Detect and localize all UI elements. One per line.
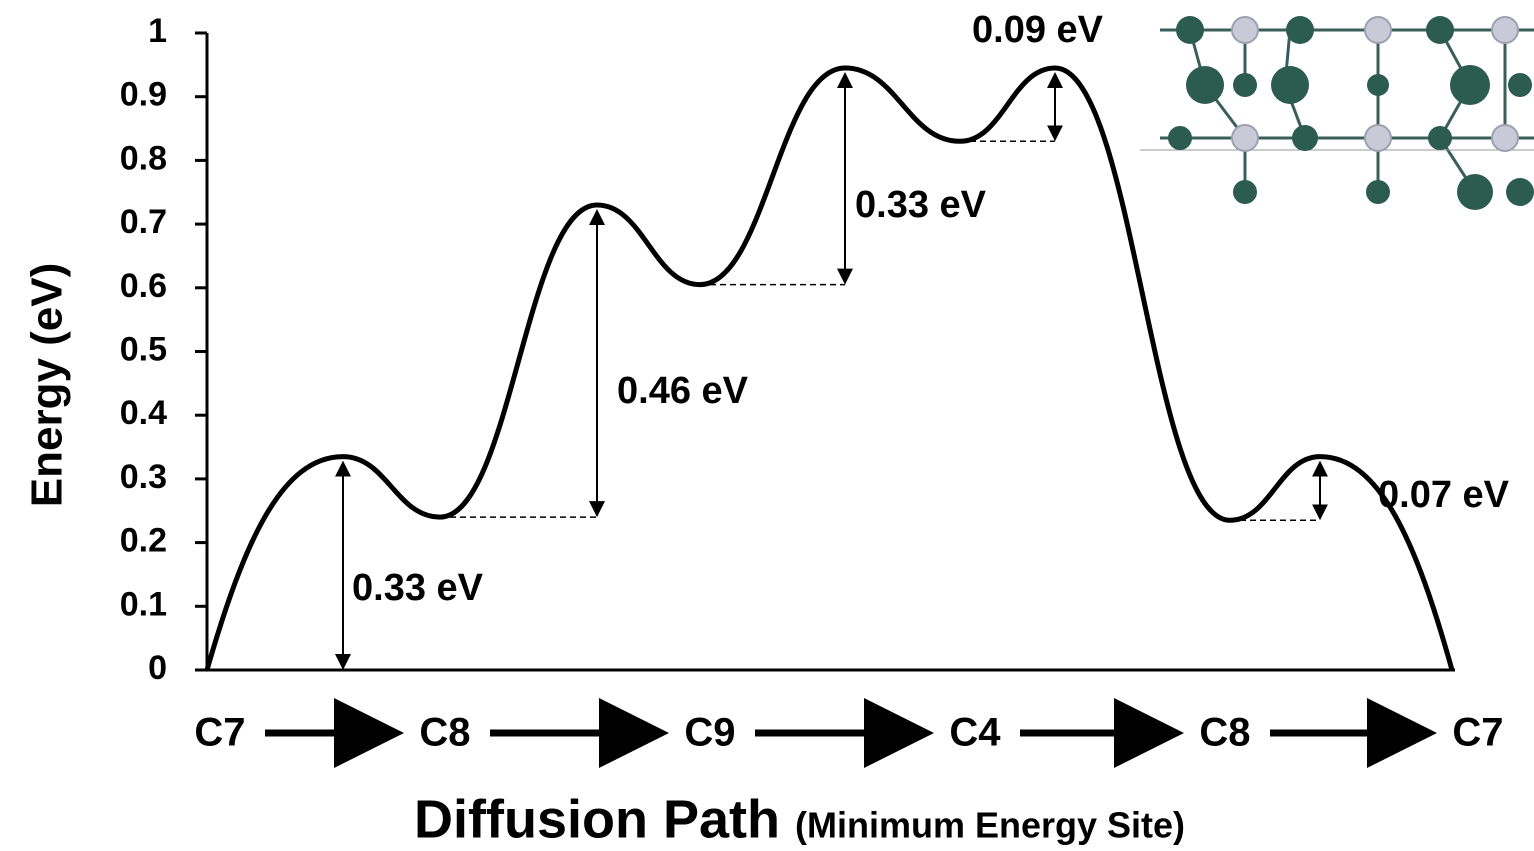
inset-structure (1140, 0, 1534, 215)
annotation: 0.09 eV (972, 9, 1104, 51)
annotation: 0.33 eV (352, 567, 484, 609)
x-tick-label: C8 (1199, 711, 1250, 755)
y-tick-label: 0.5 (120, 330, 167, 368)
y-axis-label: Energy (eV) (23, 263, 72, 508)
x-tick-label: C4 (949, 711, 1001, 755)
chart: Energy (eV) Diffusion Path (Minimum Ener… (0, 0, 1534, 851)
y-tick-label: 0.7 (120, 203, 167, 241)
x-tick-label: C7 (1452, 711, 1503, 755)
y-tick-label: 1 (148, 12, 167, 50)
y-tick-label: 0 (148, 649, 167, 687)
y-tick-label: 0.1 (120, 585, 167, 623)
x-tick-label: C8 (419, 711, 470, 755)
annotation: 0.33 eV (855, 184, 987, 226)
y-tick-label: 0.3 (120, 458, 167, 496)
y-tick-label: 0.6 (120, 267, 167, 305)
x-tick-label: C7 (194, 711, 245, 755)
x-tick-label: C9 (684, 711, 735, 755)
annotation: 0.07 eV (1378, 474, 1510, 516)
y-tick-label: 0.9 (120, 76, 167, 114)
x-axis-label-note: (Minimum Energy Site) (795, 805, 1185, 846)
x-axis-label: Diffusion Path (414, 789, 780, 849)
annotation: 0.46 eV (617, 370, 749, 412)
y-tick-label: 0.4 (120, 394, 167, 432)
y-tick-label: 0.8 (120, 139, 167, 177)
y-tick-label: 0.2 (120, 522, 167, 560)
